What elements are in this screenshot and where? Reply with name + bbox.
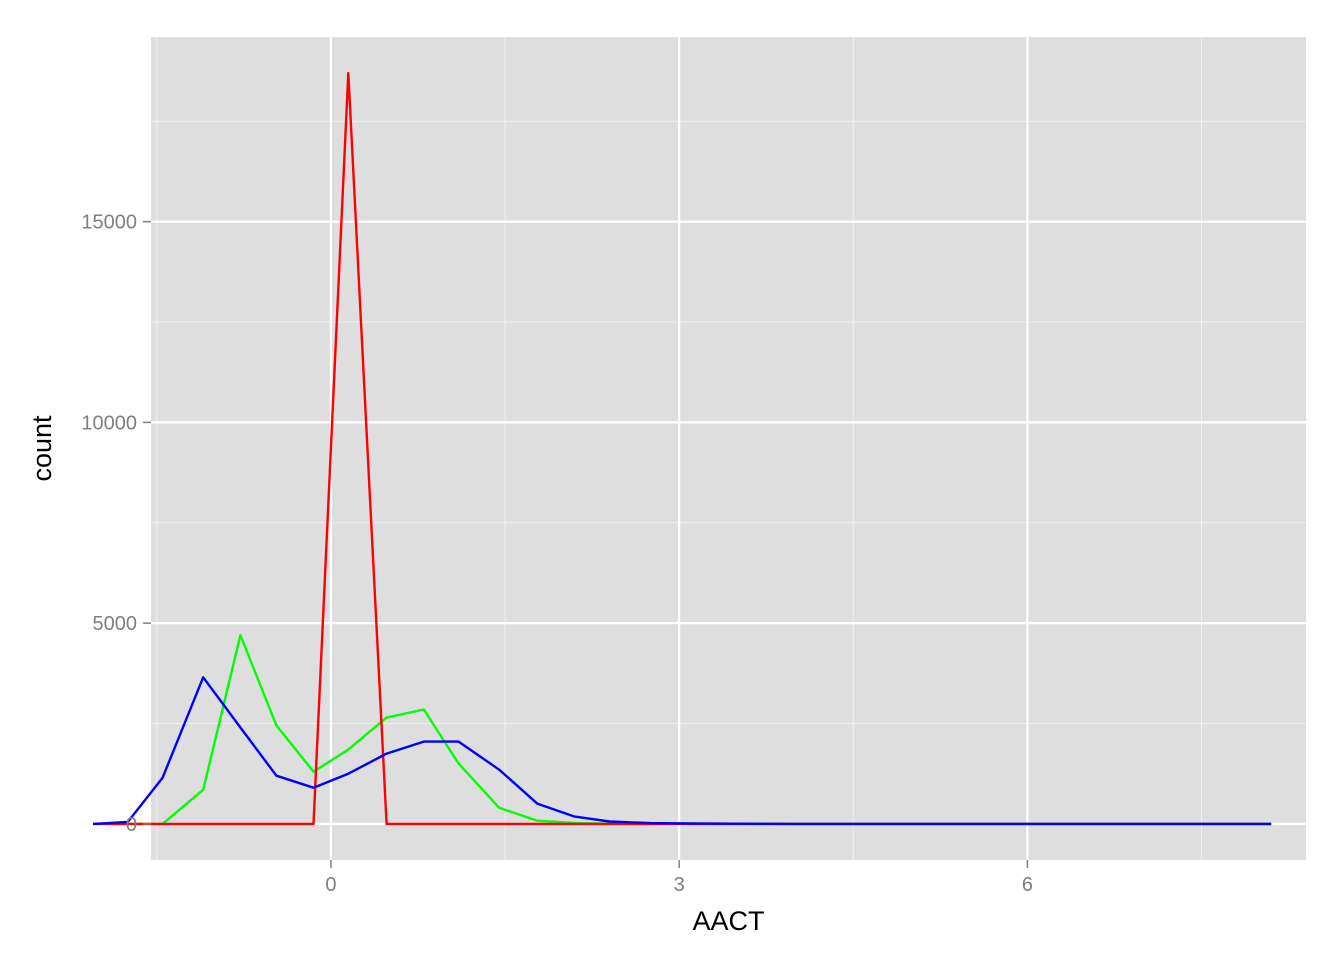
x-tick-label-0: 0 bbox=[325, 874, 336, 896]
y-tick-label-0: 0 bbox=[126, 814, 137, 836]
minor-gridlines bbox=[151, 37, 1306, 860]
x-axis-title: AACT bbox=[692, 906, 764, 936]
y-axis-title: count bbox=[27, 415, 57, 482]
y-axis-ticks bbox=[143, 220, 151, 825]
major-gridlines bbox=[151, 37, 1306, 860]
series-line-2 bbox=[92, 676, 1272, 826]
x-tick-label-1: 3 bbox=[674, 874, 685, 896]
x-axis-ticks bbox=[330, 860, 1029, 868]
y-tick-label-2: 10000 bbox=[81, 412, 137, 434]
y-tick-label-3: 15000 bbox=[81, 212, 137, 234]
y-axis-tick-labels: 0 5000 10000 15000 bbox=[81, 212, 137, 836]
x-axis-tick-labels: 0 3 6 bbox=[325, 874, 1033, 896]
series-layer bbox=[92, 71, 1272, 826]
x-tick-label-2: 6 bbox=[1022, 874, 1033, 896]
plot-panel bbox=[151, 37, 1306, 860]
y-tick-label-1: 5000 bbox=[93, 613, 138, 635]
